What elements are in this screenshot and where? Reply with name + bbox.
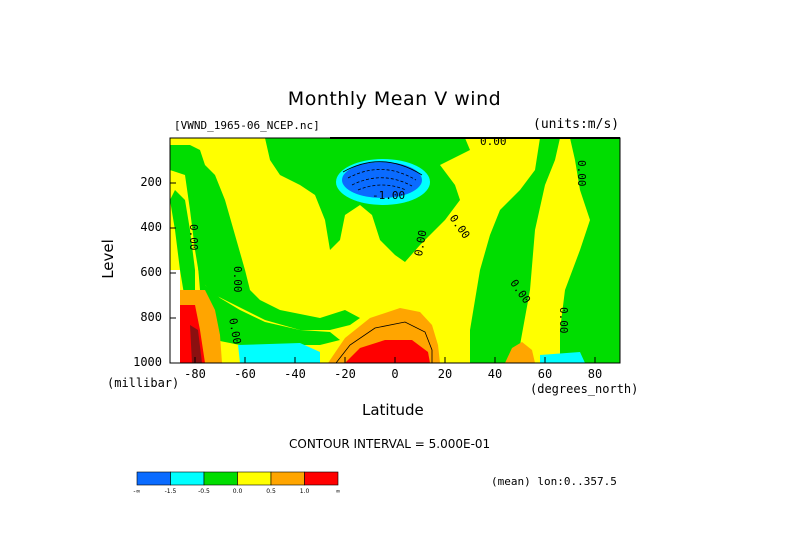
y-axis-label: Level	[98, 239, 117, 279]
x-tick-label: -80	[184, 367, 206, 381]
x-tick-label: 60	[537, 367, 553, 381]
y-axis-ticks	[170, 182, 176, 364]
contour-label: 0.00	[187, 224, 200, 251]
colorbar-label: ∞	[336, 488, 341, 495]
colorbar-label: 1.0	[300, 488, 310, 495]
colorbar-label: 0.5	[266, 488, 276, 495]
contour-label: 0.00	[480, 135, 507, 148]
contour-label: 0.00	[412, 229, 429, 257]
colorbar-label: -1.5	[165, 488, 177, 495]
contour-label: 0.00	[231, 266, 244, 293]
x-tick-label: 80	[587, 367, 603, 381]
contour-interval-label: CONTOUR INTERVAL = 5.000E-01	[289, 437, 491, 451]
contour-label: -1.00	[372, 189, 405, 202]
y-axis-unit: (millibar)	[107, 376, 180, 390]
y-tick-label: 400	[140, 220, 162, 234]
x-tick-label: -40	[284, 367, 306, 381]
y-tick-label: 200	[140, 175, 162, 189]
mean-longitude-label: (mean) lon:0..357.5	[491, 475, 617, 488]
colorbar-label: -0.5	[198, 488, 210, 495]
y-tick-label: 800	[140, 310, 162, 324]
x-axis-label: Latitude	[362, 401, 424, 419]
x-tick-label: 40	[487, 367, 503, 381]
chart-title: Monthly Mean V wind	[287, 88, 502, 110]
contour-label: 0.00	[575, 160, 588, 187]
y-tick-label: 1000	[133, 355, 162, 369]
x-tick-label: 20	[437, 367, 453, 381]
colorbar-swatch	[270, 471, 305, 486]
contour-label: 0.00	[226, 317, 243, 345]
colorbar-swatch	[203, 471, 238, 486]
y-tick-label: 600	[140, 265, 162, 279]
units-label: (units:m/s)	[533, 117, 620, 132]
colorbar-label: 0.0	[233, 488, 243, 495]
colorbar-label: -∞	[133, 488, 140, 495]
x-axis-ticks	[194, 357, 596, 363]
contour-fill-layer	[170, 138, 620, 363]
x-tick-label: -60	[234, 367, 256, 381]
colorbar-swatch	[237, 471, 272, 486]
x-tick-label: -20	[334, 367, 356, 381]
colorbar-swatch	[170, 471, 205, 486]
dataset-label: [VWND_1965-06_NCEP.nc]	[174, 119, 320, 132]
x-axis-unit: (degrees_north)	[530, 382, 639, 396]
contour-label: 0.00	[557, 307, 570, 334]
colorbar-swatch	[136, 471, 171, 486]
colorbar: -∞ -1.5 -0.5 0.0 0.5 1.0 ∞	[133, 471, 341, 495]
x-tick-label: 0	[391, 367, 399, 381]
colorbar-swatch	[304, 471, 339, 486]
